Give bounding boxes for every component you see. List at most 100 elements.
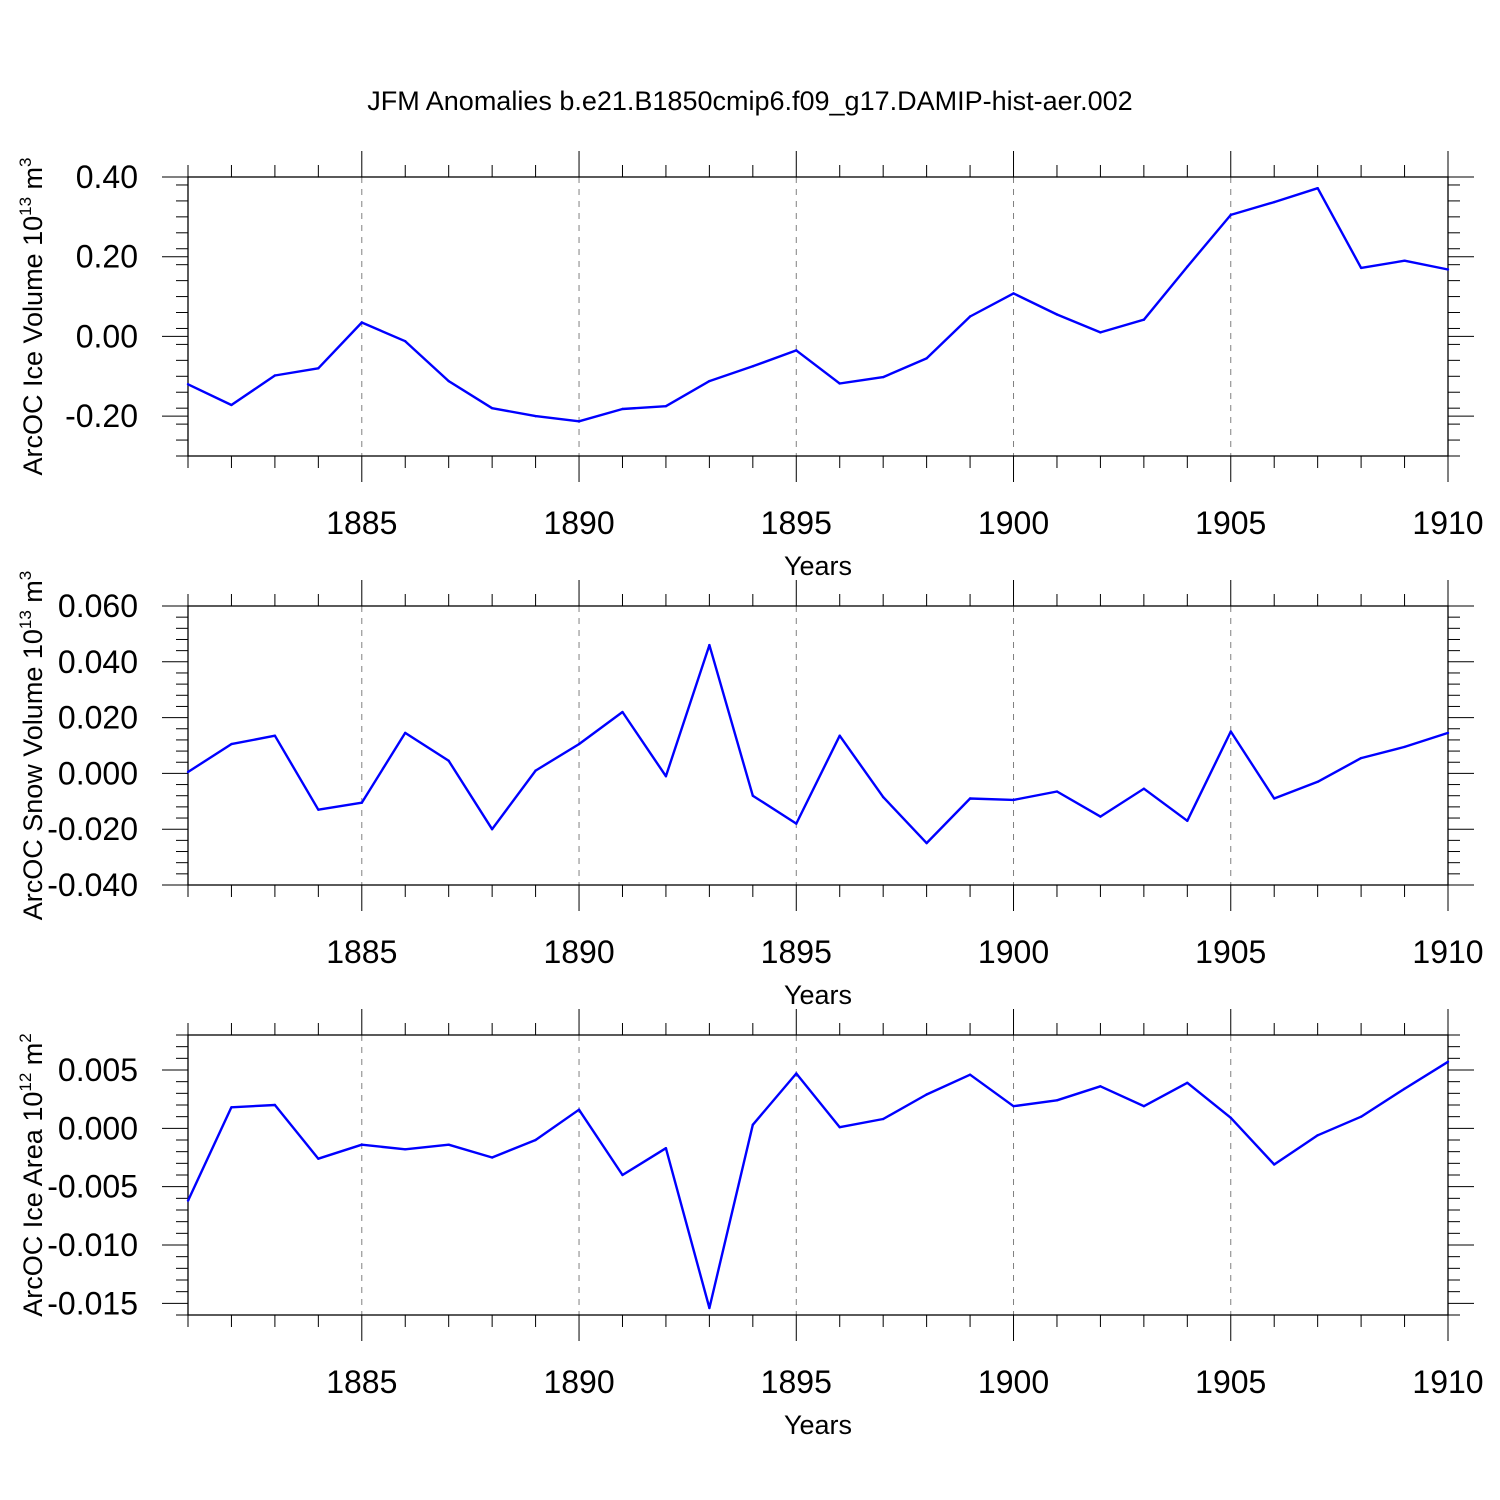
y-tick-label: -0.040: [47, 867, 138, 903]
y-tick-label: 0.005: [58, 1052, 138, 1088]
plot-frame: [187, 605, 1449, 886]
data-point: [1403, 745, 1406, 749]
panel-1: -0.20 0.00 0.20 0.40 1885 1890 1895 1900 1905 191…: [16, 151, 1484, 581]
x-axis-title: Years: [784, 551, 852, 581]
x-tick-label: 1885: [326, 1364, 397, 1400]
x-tick-label: 1905: [1195, 934, 1266, 970]
data-point: [317, 1157, 320, 1160]
data-point: [1012, 1104, 1015, 1108]
data-point: [490, 1156, 494, 1159]
y-axis-title-unit-exponent: 3: [16, 157, 35, 166]
y-tick-label: -0.020: [47, 811, 138, 847]
data-point: [1186, 265, 1189, 268]
y-tick-label: 0.000: [58, 1110, 138, 1146]
x-tick-label: 1895: [761, 1364, 832, 1400]
data-point: [534, 414, 537, 418]
x-tick-label: 1885: [326, 934, 397, 970]
x-tick-label: 1885: [326, 505, 397, 541]
data-point: [317, 367, 320, 370]
data-point: [230, 403, 233, 407]
y-axis-title-main: ArcOC Snow Volume 10: [18, 629, 48, 920]
data-point: [664, 404, 668, 408]
y-axis-title-unit: m: [18, 1043, 48, 1073]
data-point: [186, 383, 190, 386]
data-point: [795, 822, 798, 825]
y-tick-label: 0.40: [76, 159, 138, 195]
x-tick-label: 1905: [1195, 505, 1266, 541]
data-point: [1273, 1163, 1276, 1166]
data-point: [1403, 1087, 1406, 1090]
data-point: [968, 315, 972, 318]
data-point: [1012, 292, 1015, 295]
data-point: [664, 1146, 668, 1150]
data-point: [230, 1106, 233, 1109]
data-point: [968, 1073, 972, 1076]
data-point: [1142, 787, 1146, 790]
y-axis-title-unit: m: [18, 580, 48, 610]
figure-title: JFM Anomalies b.e21.B1850cmip6.f09_g17.D…: [367, 86, 1132, 116]
y-axis-title-unit: m: [18, 167, 48, 197]
y-tick-label: 0.20: [76, 239, 138, 275]
x-tick-label: 1900: [978, 1364, 1049, 1400]
data-point: [925, 1093, 928, 1096]
data-point: [1403, 259, 1406, 262]
data-point: [708, 379, 711, 383]
data-point: [1055, 313, 1059, 316]
y-axis-title-exponent: 13: [16, 197, 35, 216]
x-tick-label: 1890: [543, 505, 614, 541]
data-point: [838, 734, 841, 737]
y-tick-label: 0.060: [58, 588, 138, 624]
y-axis-title-unit-exponent: 2: [16, 1033, 35, 1042]
data-point: [447, 759, 450, 763]
data-point: [490, 828, 494, 831]
data-point: [1316, 780, 1319, 783]
data-point: [881, 375, 885, 379]
data-point: [360, 1143, 363, 1146]
data-point: [186, 1199, 190, 1202]
y-tick-label: 0.000: [58, 755, 138, 791]
data-point: [317, 808, 320, 811]
data-point: [230, 742, 233, 746]
y-axis-title-unit-exponent: 3: [16, 571, 35, 580]
data-point: [273, 1103, 277, 1107]
data-point: [404, 340, 407, 343]
data-point: [360, 801, 363, 804]
x-tick-label: 1890: [543, 1364, 614, 1400]
x-tick-label: 1910: [1412, 934, 1483, 970]
x-tick-label: 1900: [978, 934, 1049, 970]
data-point: [1446, 731, 1450, 735]
data-point: [838, 382, 841, 385]
data-point: [447, 1143, 450, 1146]
x-tick-label: 1905: [1195, 1364, 1266, 1400]
data-point: [1012, 798, 1015, 802]
x-axis-title: Years: [784, 980, 852, 1010]
x-tick-label: 1895: [761, 505, 832, 541]
y-axis-title-exponent: 13: [16, 610, 35, 629]
data-point: [1229, 1116, 1232, 1120]
data-point: [1099, 1085, 1102, 1088]
data-point: [968, 797, 972, 800]
data-point: [404, 1148, 407, 1151]
data-point: [273, 734, 277, 737]
data-point: [534, 769, 537, 772]
data-point: [1359, 756, 1363, 760]
data-point: [1055, 1099, 1059, 1102]
data-point: [1186, 819, 1189, 823]
x-tick-label: 1910: [1412, 505, 1483, 541]
data-point: [881, 795, 885, 799]
data-point: [621, 710, 624, 714]
y-tick-label: -0.005: [47, 1169, 138, 1205]
data-point: [360, 321, 363, 324]
data-point: [664, 774, 668, 778]
data-point: [1099, 331, 1102, 334]
data-point: [273, 374, 277, 377]
data-point: [1273, 200, 1276, 204]
y-axis-title: ArcOC Snow Volume 1013 m3: [16, 571, 48, 921]
data-point: [925, 841, 928, 845]
data-point: [795, 349, 798, 352]
x-tick-label: 1895: [761, 934, 832, 970]
panel-2: -0.040 -0.020 0.000 0.020 0.040 0.060 1885 1890…: [16, 571, 1484, 1010]
data-point: [1359, 266, 1363, 270]
data-point: [1099, 815, 1102, 818]
